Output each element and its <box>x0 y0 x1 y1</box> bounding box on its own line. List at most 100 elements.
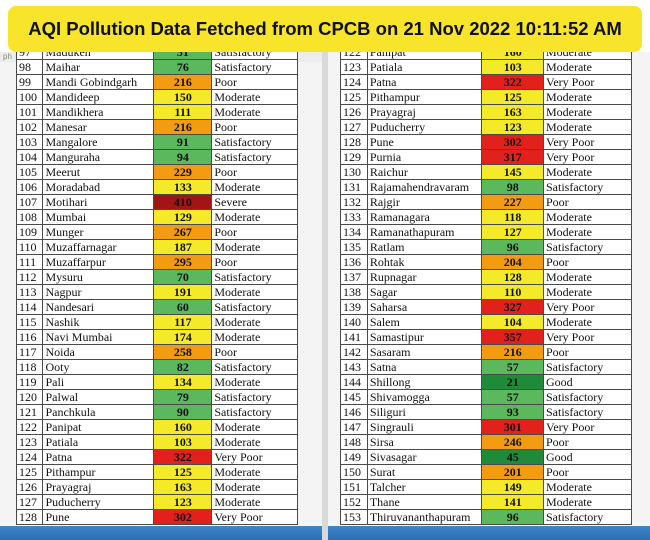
table-row: 130 Raichur 145 Moderate <box>340 164 633 180</box>
row-number: 127 <box>340 119 368 135</box>
row-number: 112 <box>15 269 44 285</box>
row-number: 118 <box>15 359 44 375</box>
aqi-value: 94 <box>153 149 213 165</box>
city-name: Patiala <box>366 59 483 75</box>
aqi-status: Moderate <box>542 479 633 495</box>
aqi-value: 128 <box>481 269 544 285</box>
aqi-status: Severe <box>211 194 298 210</box>
aqi-value: 123 <box>153 494 213 510</box>
table-row: 124 Patna 322 Very Poor <box>340 74 633 90</box>
row-number: 122 <box>15 419 44 435</box>
aqi-value: 125 <box>153 464 213 480</box>
city-name: Rohtak <box>366 254 483 270</box>
aqi-value: 150 <box>153 89 213 105</box>
city-name: Mandideep <box>42 89 155 105</box>
aqi-status: Moderate <box>211 239 298 255</box>
row-number: 144 <box>340 374 368 390</box>
aqi-status: Moderate <box>211 479 298 495</box>
aqi-status: Moderate <box>211 494 298 510</box>
row-number: 109 <box>15 224 44 240</box>
aqi-value: 327 <box>481 299 544 315</box>
city-name: Ooty <box>42 359 155 375</box>
city-name: Nagpur <box>42 284 155 300</box>
city-name: Singrauli <box>366 419 483 435</box>
city-name: Moradabad <box>42 179 155 195</box>
aqi-status: Very Poor <box>211 509 298 525</box>
table-row: 118 Ooty 82 Satisfactory <box>15 359 298 375</box>
city-name: Pithampur <box>42 464 155 480</box>
aqi-value: 70 <box>153 269 213 285</box>
city-name: Sirsa <box>366 434 483 450</box>
aqi-status: Poor <box>211 344 298 360</box>
city-name: Shillong <box>366 374 483 390</box>
aqi-value: 51 <box>153 52 213 60</box>
aqi-status: Very Poor <box>542 74 633 90</box>
aqi-value: 129 <box>153 209 213 225</box>
table-row: 112 Mysuru 70 Satisfactory <box>15 269 298 285</box>
city-name: Sivasagar <box>366 449 483 465</box>
aqi-status: Satisfactory <box>211 269 298 285</box>
table-row: 146 Siliguri 93 Satisfactory <box>340 404 633 420</box>
aqi-status: Moderate <box>542 314 633 330</box>
row-number: 104 <box>15 149 44 165</box>
left-document-page: 97Maduken51Satisfactory98Maihar76Satisfa… <box>15 52 298 540</box>
table-row: 148 Sirsa 246 Poor <box>340 434 633 450</box>
aqi-status: Moderate <box>211 179 298 195</box>
row-number: 107 <box>15 194 44 210</box>
city-name: Palwal <box>42 389 155 405</box>
table-row: 149 Sivasagar 45 Good <box>340 449 633 465</box>
city-name: Thane <box>366 494 483 510</box>
aqi-status: Very Poor <box>542 134 633 150</box>
aqi-value: 57 <box>481 389 544 405</box>
table-row: 98 Maihar 76 Satisfactory <box>15 59 298 75</box>
aqi-value: 141 <box>481 494 544 510</box>
city-name: Sagar <box>366 284 483 300</box>
city-name: Prayagraj <box>42 479 155 495</box>
row-number: 139 <box>340 299 368 315</box>
aqi-status: Moderate <box>542 119 633 135</box>
aqi-status: Satisfactory <box>542 389 633 405</box>
aqi-status: Moderate <box>542 269 633 285</box>
city-name: Raichur <box>366 164 483 180</box>
aqi-status: Moderate <box>542 59 633 75</box>
aqi-value: 96 <box>481 239 544 255</box>
aqi-value: 118 <box>481 209 544 225</box>
table-row: 153 Thiruvananthapuram 96 Satisfactory <box>340 509 633 525</box>
row-number: 123 <box>340 59 368 75</box>
city-name: Mysuru <box>42 269 155 285</box>
city-name: Satna <box>366 359 483 375</box>
table-row: 110 Muzaffarnagar 187 Moderate <box>15 239 298 255</box>
aqi-value: 191 <box>153 284 213 300</box>
table-row: 108 Mumbai 129 Moderate <box>15 209 298 225</box>
row-number: 146 <box>340 404 368 420</box>
row-number: 110 <box>15 239 44 255</box>
aqi-value: 103 <box>153 434 213 450</box>
aqi-status: Moderate <box>542 52 633 60</box>
row-number: 102 <box>15 119 44 135</box>
row-number: 113 <box>15 284 44 300</box>
city-name: Meerut <box>42 164 155 180</box>
aqi-status: Poor <box>211 254 298 270</box>
row-number: 117 <box>15 344 44 360</box>
aqi-value: 91 <box>153 134 213 150</box>
aqi-status: Satisfactory <box>211 359 298 375</box>
table-row: 116 Navi Mumbai 174 Moderate <box>15 329 298 345</box>
row-number: 125 <box>15 464 44 480</box>
table-row: 125 Pithampur 125 Moderate <box>340 89 633 105</box>
aqi-value: 123 <box>481 119 544 135</box>
table-row: 107 Motihari 410 Severe <box>15 194 298 210</box>
aqi-table-left: 97Maduken51Satisfactory98Maihar76Satisfa… <box>15 52 298 525</box>
aqi-value: 127 <box>481 224 544 240</box>
table-row: 137 Rupnagar 128 Moderate <box>340 269 633 285</box>
row-number: 105 <box>15 164 44 180</box>
aqi-status: Very Poor <box>542 149 633 165</box>
aqi-value: 174 <box>153 329 213 345</box>
row-number: 115 <box>15 314 44 330</box>
page-title: AQI Pollution Data Fetched from CPCB on … <box>8 6 642 52</box>
row-number: 134 <box>340 224 368 240</box>
row-number: 136 <box>340 254 368 270</box>
city-name: Maduken <box>42 52 155 60</box>
aqi-status: Poor <box>542 344 633 360</box>
